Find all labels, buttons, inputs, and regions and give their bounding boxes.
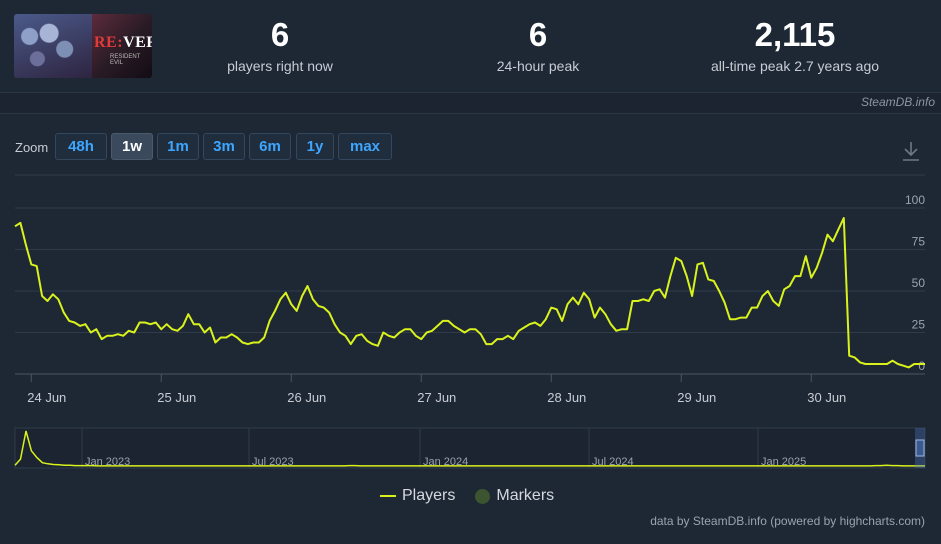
stat-label: all-time peak 2.7 years ago [710, 58, 880, 74]
zoom-48h-button[interactable]: 48h [55, 133, 107, 160]
x-tick-label: 29 Jun [677, 390, 716, 405]
x-tick-label: 30 Jun [807, 390, 846, 405]
navigator-series-line [14, 430, 925, 467]
y-tick-label: 0 [918, 359, 925, 373]
markers-legend-swatch [475, 488, 491, 504]
navigator-label: Jul 2023 [252, 456, 294, 468]
x-tick-label: 24 Jun [27, 390, 66, 405]
legend-players[interactable]: Players [402, 487, 456, 504]
stat-label: players right now [227, 58, 333, 74]
zoom-max-button[interactable]: max [338, 133, 392, 160]
source-credit: SteamDB.info [860, 95, 935, 109]
y-tick-label: 25 [912, 318, 926, 332]
x-tick-label: 28 Jun [547, 390, 586, 405]
game-artwork [14, 14, 92, 78]
legend-markers[interactable]: Markers [496, 487, 555, 504]
x-tick-label: 25 Jun [157, 390, 196, 405]
stat-label: 24-hour peak [496, 58, 580, 74]
x-tick-label: 26 Jun [287, 390, 326, 405]
navigator-label: Jan 2024 [423, 456, 468, 468]
zoom-6m-button[interactable]: 6m [249, 133, 291, 160]
footer-credit: data by SteamDB.info (powered by highcha… [650, 514, 925, 528]
stat-value: 6 [270, 16, 290, 53]
game-logo: RE:VERSE [94, 34, 152, 51]
stat-value: 6 [528, 16, 548, 53]
stat-24h-peak: 6 24-hour peak [468, 16, 608, 74]
stats-header: RE:VERSE RESIDENT EVIL 6 players right n… [0, 0, 941, 93]
zoom-1w-button[interactable]: 1w [111, 133, 153, 160]
y-tick-label: 50 [912, 276, 926, 290]
stat-value: 2,115 [754, 16, 836, 53]
zoom-3m-button[interactable]: 3m [203, 133, 245, 160]
chart-gridlines [15, 174, 925, 375]
player-count-chart[interactable]: 0 25 50 75 100 24 Jun 25 Jun 26 Jun 27 Jun 28 Ju… [0, 160, 941, 480]
navigator-label: Jan 2025 [761, 456, 806, 468]
navigator-label: Jan 2023 [85, 456, 130, 468]
x-tick-label: 27 Jun [417, 390, 456, 405]
zoom-1y-button[interactable]: 1y [296, 133, 334, 160]
x-axis-ticks: 24 Jun 25 Jun 26 Jun 27 Jun 28 Jun 29 Jun 30 J… [27, 374, 846, 405]
stat-all-time-peak: 2,115 all-time peak 2.7 years ago [690, 16, 900, 74]
stat-current-players: 6 players right now [208, 16, 352, 74]
zoom-label: Zoom [15, 140, 49, 155]
y-tick-label: 75 [912, 235, 926, 249]
zoom-1m-button[interactable]: 1m [157, 133, 199, 160]
players-series-line[interactable] [14, 217, 925, 369]
game-thumbnail[interactable]: RE:VERSE RESIDENT EVIL [14, 14, 152, 78]
players-legend-swatch [380, 495, 396, 497]
y-axis-ticks: 0 25 50 75 100 [905, 193, 925, 373]
time-navigator[interactable]: Jan 2023 Jul 2023 Jan 2024 Jul 2024 Jan 2025 [14, 427, 926, 469]
y-tick-label: 100 [905, 193, 925, 207]
game-logo-subtitle: RESIDENT EVIL [110, 54, 141, 66]
navigator-label: Jul 2024 [592, 456, 634, 468]
navigator-frame [14, 427, 926, 469]
chart-legend: Players Markers [380, 487, 554, 505]
download-icon[interactable] [898, 138, 924, 164]
navigator-handle [915, 439, 925, 457]
